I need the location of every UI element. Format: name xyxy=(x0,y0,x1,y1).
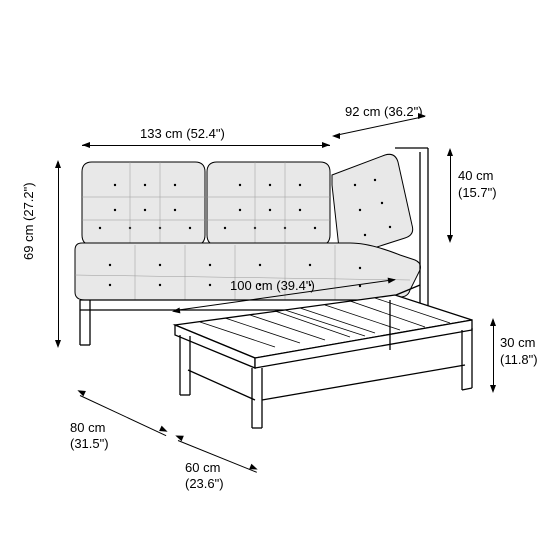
arrow-icon xyxy=(82,142,90,148)
arrow-icon xyxy=(55,340,61,348)
arrow-icon xyxy=(490,385,496,393)
arrow-icon xyxy=(172,307,181,314)
furniture-diagram xyxy=(0,0,550,550)
arrow-icon xyxy=(55,160,61,168)
dim-table-width-cm: 60 cm xyxy=(185,460,220,475)
dim-table-height-in: (11.8") xyxy=(500,352,538,367)
dim-table-height-cm: 30 cm xyxy=(500,335,535,350)
dim-seat-height: 69 cm (27.2") xyxy=(21,182,36,260)
dim-table-width-in: (23.6") xyxy=(185,476,224,491)
dim-line-backrest xyxy=(450,150,451,240)
dim-backrest-height-in: (15.7") xyxy=(458,185,497,200)
dim-line-seat-height xyxy=(58,162,59,345)
dim-depth-top: 92 cm (36.2") xyxy=(345,104,423,119)
arrow-icon xyxy=(447,148,453,156)
dim-footprint-in: (31.5") xyxy=(70,436,109,451)
arrow-icon xyxy=(447,235,453,243)
dim-footprint-cm: 80 cm xyxy=(70,420,105,435)
dim-line-width xyxy=(82,145,330,146)
arrow-icon xyxy=(332,133,340,139)
dim-line-table-height xyxy=(493,320,494,390)
dim-width-top: 133 cm (52.4") xyxy=(140,126,225,141)
arrow-icon xyxy=(388,276,397,283)
dim-table-length: 100 cm (39.4") xyxy=(230,278,315,293)
arrow-icon xyxy=(322,142,330,148)
dim-backrest-height-cm: 40 cm xyxy=(458,168,493,183)
arrow-icon xyxy=(490,318,496,326)
